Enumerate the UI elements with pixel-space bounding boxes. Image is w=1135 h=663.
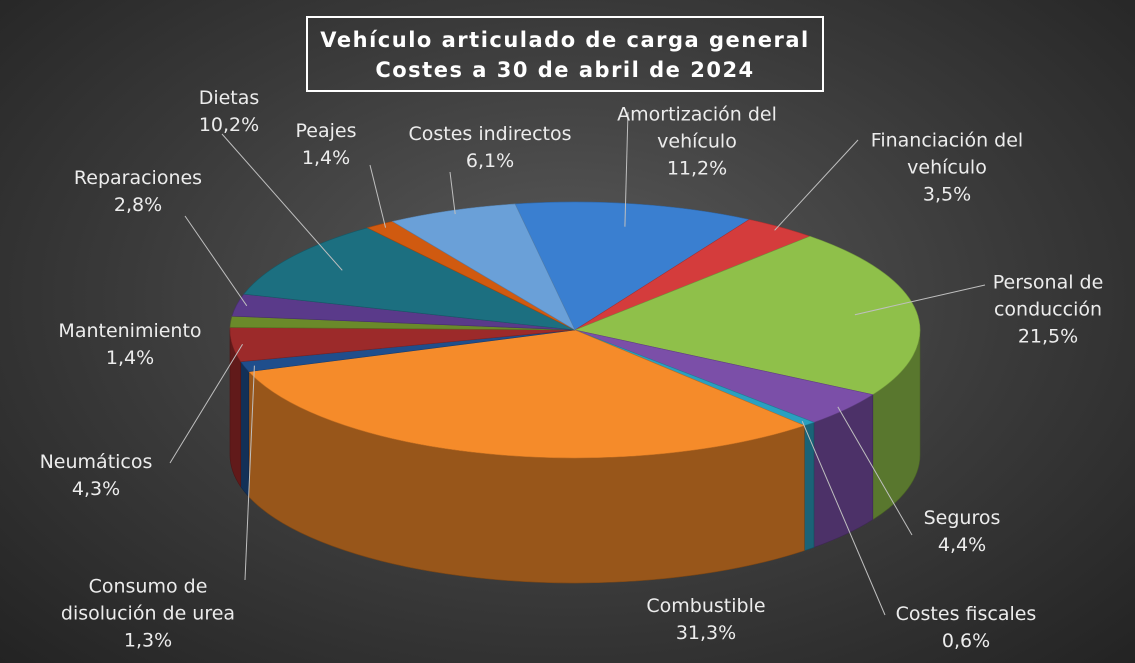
value-label: 3,5%: [922, 183, 972, 206]
chart-subtitle: Costes a 30 de abril de 2024: [375, 58, 755, 82]
category-name: Costes indirectos: [408, 123, 572, 145]
slice-label: Neumáticos 4,3%: [21, 449, 171, 503]
leader-line: [854, 284, 986, 316]
slice: [248, 329, 806, 459]
category-name: Reparaciones: [73, 167, 203, 189]
leader-line: [369, 164, 387, 228]
leader-line: [244, 365, 255, 581]
slice-label: Dietas 10,2%: [179, 85, 279, 139]
category-name: Personal de conducción: [992, 271, 1104, 321]
slice-label: Combustible 31,3%: [626, 593, 786, 647]
category-name: Financiación del vehículo: [870, 129, 1024, 179]
slice-label: Reparaciones 2,8%: [53, 165, 223, 219]
slice-label: Mantenimiento 1,4%: [30, 318, 230, 372]
slice-label: Financiación del vehículo 3,5%: [852, 128, 1042, 209]
title-box: Vehículo articulado de carga general Cos…: [306, 16, 824, 92]
value-label: 4,3%: [71, 478, 121, 500]
slice-label: Consumo de disolución de urea 1,3%: [48, 574, 248, 655]
slice-side: [804, 421, 815, 552]
category-name: Dietas: [198, 87, 260, 109]
category-name: Mantenimiento: [58, 320, 202, 342]
slice-label: Peajes 1,4%: [276, 118, 376, 172]
slice: [391, 203, 576, 331]
value-label: 21,5%: [1017, 325, 1079, 348]
value-label: 4,4%: [937, 534, 987, 556]
leader-line: [624, 111, 629, 227]
side-walls: [229, 329, 921, 584]
value-label: 31,3%: [675, 622, 737, 644]
slice: [514, 201, 750, 331]
category-name: Consumo de disolución de urea: [60, 575, 236, 625]
leader-line: [801, 420, 886, 616]
slice: [573, 235, 921, 395]
value-label: 1,4%: [301, 147, 351, 169]
category-name: Costes fiscales: [895, 603, 1037, 625]
chart-title: Vehículo articulado de carga general: [320, 28, 810, 52]
slice-label: Seguros 4,4%: [902, 505, 1022, 559]
leader-line: [449, 171, 456, 215]
value-label: 10,2%: [198, 114, 260, 136]
value-label: 1,3%: [123, 629, 173, 652]
leader-line: [169, 343, 243, 464]
value-label: 0,6%: [941, 630, 991, 652]
leader-line: [774, 139, 859, 231]
value-label: 6,1%: [465, 150, 515, 172]
slice-side: [240, 360, 250, 498]
slice-label: Amortización del vehículo 11,2%: [602, 102, 792, 183]
leader-line: [837, 406, 913, 536]
value-label: 11,2%: [666, 157, 728, 180]
category-name: Neumáticos: [39, 451, 153, 473]
value-label: 2,8%: [113, 194, 163, 216]
category-name: Peajes: [295, 120, 357, 142]
slice-label: Costes indirectos 6,1%: [385, 121, 595, 175]
value-label: 1,4%: [105, 347, 155, 369]
leader-line: [221, 133, 343, 271]
leader-line: [184, 215, 248, 307]
slice-label: Personal de conducción 21,5%: [973, 270, 1123, 351]
category-name: Amortización del vehículo: [617, 103, 777, 153]
slice-label: Costes fiscales 0,6%: [876, 601, 1056, 655]
category-name: Seguros: [923, 507, 1001, 529]
category-name: Combustible: [646, 595, 766, 617]
